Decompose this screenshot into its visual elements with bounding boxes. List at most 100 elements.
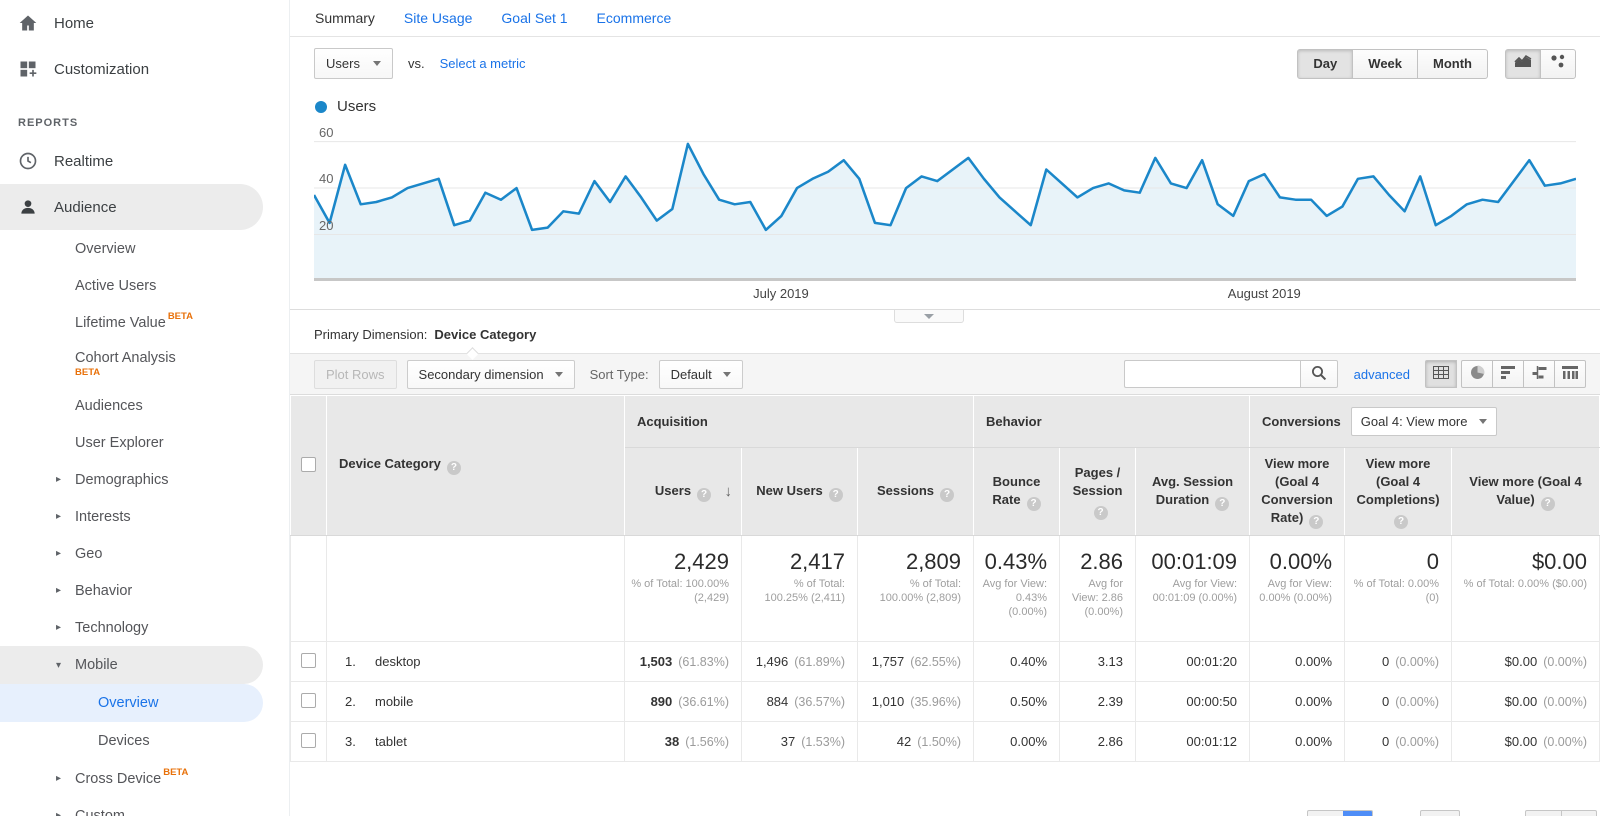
sidebar-item-customization[interactable]: Customization [0, 46, 289, 92]
column-header-sessions[interactable]: Sessions? [856, 447, 975, 536]
total-cell: 2,809 % of Total: 100.00% (2,809) [856, 535, 975, 642]
advanced-search-link[interactable]: advanced [1353, 366, 1410, 382]
help-icon[interactable]: ? [1540, 496, 1555, 511]
sidebar-item-home[interactable]: Home [0, 0, 289, 46]
sidebar-item-label: Customization [54, 60, 150, 78]
help-icon[interactable]: ? [446, 460, 461, 475]
sidebar-item-audiences[interactable]: Audiences [0, 387, 289, 424]
metric-select-value: Users [326, 56, 360, 71]
help-icon[interactable]: ? [1093, 505, 1108, 520]
sidebar-item-behavior[interactable]: ▸ Behavior [0, 572, 289, 609]
chevron-right-icon: ▸ [56, 773, 62, 784]
select-metric-link[interactable]: Select a metric [439, 56, 526, 71]
primary-dimension-value[interactable]: Device Category [434, 327, 537, 342]
sidebar-item-cohort-analysis[interactable]: Cohort Analysis BETA [0, 341, 289, 387]
help-icon[interactable]: ? [1026, 496, 1041, 511]
data-view-button[interactable] [1425, 360, 1457, 388]
column-header-pages-session[interactable]: Pages / Session? [1059, 447, 1137, 536]
performance-view-button[interactable] [1492, 360, 1524, 388]
sidebar-item-overview[interactable]: Overview [0, 230, 289, 267]
month-button[interactable]: Month [1417, 48, 1488, 79]
motion-chart-mode-button[interactable] [1540, 48, 1576, 79]
row-checkbox[interactable] [301, 732, 316, 748]
metric-select-dropdown[interactable]: Users [314, 48, 393, 79]
sidebar-item-interests[interactable]: ▸ Interests [0, 498, 289, 535]
help-icon[interactable]: ? [697, 487, 712, 502]
column-header-view-more-goal-4-conversion-rate[interactable]: View more (Goal 4 Conversion Rate)? [1249, 447, 1346, 536]
comparison-view-button[interactable] [1523, 360, 1555, 388]
search-input[interactable] [1123, 360, 1300, 388]
sidebar-item-overview[interactable]: Overview [0, 684, 263, 722]
help-icon[interactable]: ? [940, 487, 955, 502]
metric-cell: 1,503 (61.83%) [624, 641, 742, 682]
column-header-view-more-goal-4-completions[interactable]: View more (Goal 4 Completions)? [1344, 447, 1453, 536]
metric-cell: $0.00 (0.00%) [1451, 681, 1600, 722]
help-icon[interactable]: ? [1394, 514, 1409, 529]
plot-rows-button[interactable]: Plot Rows [314, 359, 397, 389]
sidebar-item-mobile[interactable]: ▾ Mobile [0, 646, 263, 684]
total-subtext: % of Total: 0.00% (0) [1353, 578, 1440, 604]
secondary-dimension-dropdown[interactable]: Secondary dimension [406, 359, 575, 389]
metric-value: 1,010 [871, 694, 905, 709]
sidebar-nav: Home Customization REPORTS Realtime Audience… [0, 0, 290, 816]
column-header-avg-session-duration[interactable]: Avg. Session Duration? [1135, 447, 1251, 536]
users-line-chart[interactable]: 60 40 20 [314, 123, 1576, 281]
sidebar-item-technology[interactable]: ▸ Technology [0, 609, 289, 646]
row-checkbox[interactable] [301, 692, 316, 708]
sidebar-item-audience[interactable]: Audience [0, 184, 263, 230]
sort-descending-icon[interactable]: ↓ [724, 482, 733, 500]
column-header-bounce-rate[interactable]: Bounce Rate? [973, 447, 1061, 536]
sidebar-item-label: Mobile [75, 657, 118, 673]
line-chart-mode-button[interactable] [1505, 48, 1541, 79]
search-button[interactable] [1299, 360, 1338, 388]
sidebar-item-devices[interactable]: Devices [0, 722, 289, 760]
help-icon[interactable]: ? [1309, 514, 1324, 529]
sidebar-item-custom[interactable]: ▸ Custom [0, 797, 289, 816]
goto-page-input[interactable] [1420, 810, 1460, 816]
tab-ecommerce[interactable]: Ecommerce [596, 10, 672, 26]
percentage-view-button[interactable] [1461, 360, 1493, 388]
metric-value: 0.50% [1010, 694, 1048, 709]
tab-summary[interactable]: Summary [315, 10, 375, 26]
dimension-column-header: Device Category? [326, 395, 625, 536]
dimension-header-label[interactable]: Device Category [339, 456, 441, 472]
beta-badge: BETA [167, 311, 193, 322]
help-icon[interactable]: ? [828, 487, 843, 502]
tab-site-usage[interactable]: Site Usage [403, 10, 473, 26]
sort-type-dropdown[interactable]: Default [658, 359, 743, 389]
chevron-right-icon: ▸ [56, 810, 62, 816]
sidebar-item-active-users[interactable]: Active Users [0, 267, 289, 304]
goal-selector-dropdown[interactable]: Goal 4: View more [1350, 407, 1498, 436]
sidebar-item-label: Geo [75, 545, 103, 562]
sidebar-item-demographics[interactable]: ▸ Demographics [0, 461, 289, 498]
pivot-view-button[interactable] [1554, 360, 1586, 388]
show-rows-select[interactable] [1307, 810, 1373, 816]
help-icon[interactable]: ? [1215, 496, 1230, 511]
y-axis-tick: 20 [319, 217, 334, 233]
users-series-dot [315, 100, 327, 113]
row-select-cell [290, 681, 327, 722]
sidebar-item-cross-device[interactable]: ▸ Cross Device BETA [0, 760, 289, 797]
device-category-cell[interactable]: 3. tablet [326, 721, 625, 762]
metric-cell: 37 (1.53%) [741, 721, 858, 762]
row-checkbox[interactable] [301, 652, 316, 668]
tab-goal-set-1[interactable]: Goal Set 1 [501, 10, 568, 26]
column-header-new-users[interactable]: New Users? [741, 447, 858, 536]
column-header-users[interactable]: Users? ↓ [624, 447, 742, 536]
goal-selector-value: Goal 4: View more [1360, 414, 1468, 429]
sidebar-item-lifetime-value[interactable]: Lifetime Value BETA [0, 304, 289, 341]
day-button[interactable]: Day [1297, 48, 1354, 79]
metric-value: 00:01:20 [1186, 654, 1238, 669]
sidebar-item-realtime[interactable]: Realtime [0, 138, 289, 184]
device-category-cell[interactable]: 2. mobile [326, 681, 625, 722]
sidebar-item-geo[interactable]: ▸ Geo [0, 535, 289, 572]
annotations-expander[interactable] [894, 310, 965, 323]
device-category-cell[interactable]: 1. desktop [326, 641, 625, 682]
column-header-view-more-goal-4-value[interactable]: View more (Goal 4 Value)? [1451, 447, 1600, 536]
metric-cell: $0.00 (0.00%) [1451, 641, 1600, 682]
pagination-arrows[interactable] [1525, 810, 1597, 816]
sidebar-item-user-explorer[interactable]: User Explorer [0, 424, 289, 461]
total-value: $0.00 [1531, 549, 1587, 574]
week-button[interactable]: Week [1352, 48, 1419, 79]
select-all-checkbox[interactable] [301, 456, 316, 472]
